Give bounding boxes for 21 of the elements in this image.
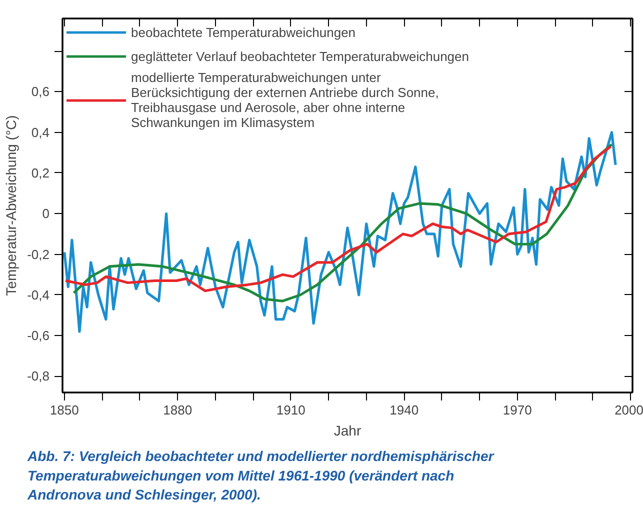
- legend-label: modellierte Temperaturabweichungen unter Berücksichtigung der externen Antriebe durch Sonne, Treibhausgase und Aerosole, aber ohne interne Schwankungen im Klimasystem: [131, 70, 439, 130]
- x-tick-label: 1850: [50, 402, 79, 418]
- y-tick-label: -0,4: [27, 287, 50, 302]
- y-axis-title: Temperatur-Abweichung (°C): [3, 115, 20, 296]
- y-tick-label: -0,6: [27, 328, 50, 344]
- x-tick-label: 1940: [390, 402, 419, 418]
- legend-label: beobachtete Temperaturabweichungen: [131, 24, 356, 40]
- x-tick-label: 1910: [276, 402, 306, 418]
- y-tick-label: -0,2: [27, 246, 50, 262]
- legend-label: geglätteter Verlauf beobachteter Temperaturabweichungen: [131, 48, 469, 64]
- x-axis-title: Jahr: [334, 422, 362, 438]
- line-series: [63, 131, 617, 333]
- caption: Abb. 7: Vergleich beobachteter und modellierter nordhemisphärischer Temperaturabweichungen vom Mittel 1961-1990 (verändert nach Andronova und Schlesinger, 2000).: [26, 448, 496, 502]
- x-tick-label: 1880: [163, 402, 192, 418]
- y-tick-label: 0,4: [31, 124, 50, 140]
- x-tick-label: 2000: [614, 402, 643, 418]
- y-tick-label: 0: [42, 206, 50, 222]
- y-tick-label: -0,8: [27, 368, 50, 384]
- y-tick-label: 0,2: [31, 165, 50, 180]
- x-tick-label: 1970: [502, 402, 532, 418]
- y-tick-label: 0,6: [31, 84, 50, 100]
